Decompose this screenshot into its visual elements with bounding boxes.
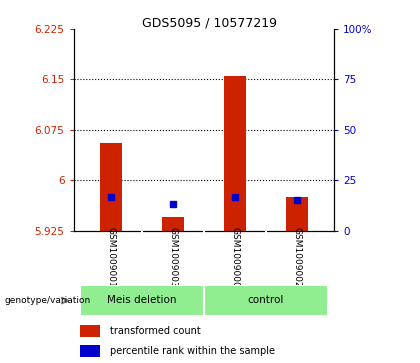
Bar bbox=[224, 76, 246, 231]
Text: GSM1009003: GSM1009003 bbox=[168, 227, 177, 288]
Bar bbox=[286, 197, 307, 231]
Text: GDS5095 / 10577219: GDS5095 / 10577219 bbox=[142, 16, 278, 29]
Text: GSM1009000: GSM1009000 bbox=[230, 227, 239, 288]
Bar bbox=[80, 285, 204, 316]
Bar bbox=[80, 345, 100, 357]
Text: transformed count: transformed count bbox=[110, 326, 201, 336]
Text: genotype/variation: genotype/variation bbox=[4, 296, 90, 305]
Bar bbox=[204, 285, 328, 316]
Text: GSM1009001: GSM1009001 bbox=[106, 227, 115, 288]
Text: GSM1009002: GSM1009002 bbox=[292, 227, 301, 288]
Text: Meis deletion: Meis deletion bbox=[107, 295, 176, 305]
Bar bbox=[100, 143, 121, 231]
Text: control: control bbox=[247, 295, 284, 305]
Bar bbox=[162, 217, 184, 231]
Text: percentile rank within the sample: percentile rank within the sample bbox=[110, 346, 276, 356]
Bar bbox=[80, 325, 100, 337]
